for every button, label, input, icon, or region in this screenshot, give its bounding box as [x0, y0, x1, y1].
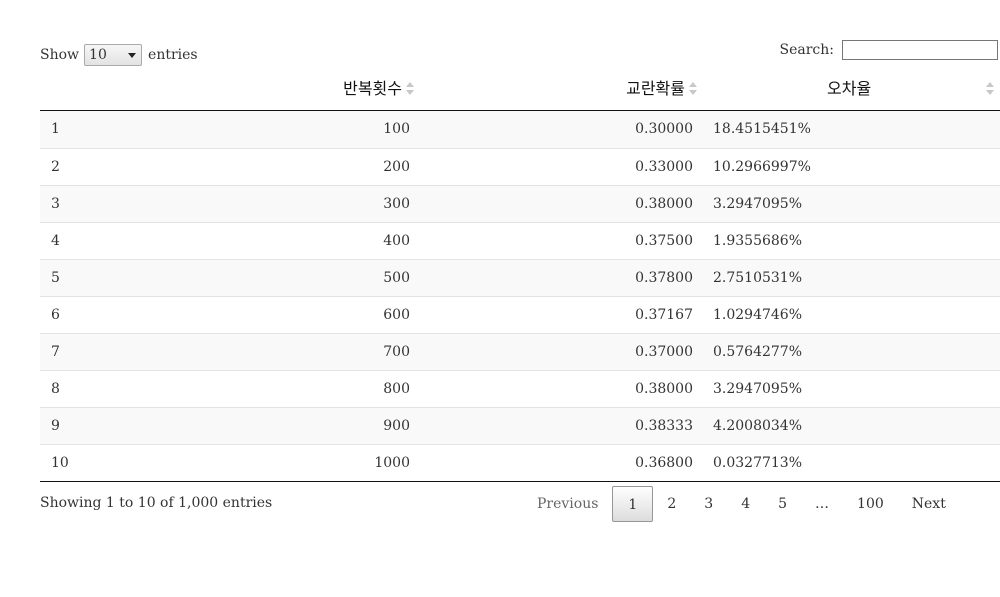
table-row: 5 500 0.37800 2.7510531%: [40, 259, 1000, 296]
cell-probability: 0.37167: [635, 307, 693, 323]
pagination-ellipsis: …: [815, 496, 830, 512]
cell-probability: 0.38000: [635, 196, 693, 212]
table-row: 9 900 0.38333 4.2008034%: [40, 407, 1000, 444]
entries-label: entries: [148, 47, 198, 63]
table-row: 7 700 0.37000 0.5764277%: [40, 333, 1000, 370]
cell-error-rate: 3.2947095%: [713, 381, 803, 397]
cell-probability: 0.37800: [635, 270, 693, 286]
cell-iterations: 300: [383, 196, 410, 212]
pagination: Previous 1 2 3 4 5 … 100 Next: [522, 485, 960, 523]
column-header-label: 반복횟수: [343, 79, 402, 98]
page-button-4[interactable]: 4: [741, 496, 751, 512]
cell-index: 4: [51, 233, 60, 249]
column-header-index[interactable]: [40, 70, 80, 110]
cell-index: 5: [51, 270, 60, 286]
cell-index: 6: [51, 307, 60, 323]
cell-error-rate: 2.7510531%: [713, 270, 803, 286]
cell-probability: 0.37000: [635, 344, 693, 360]
page-length-value: 10: [89, 47, 107, 63]
table-row: 6 600 0.37167 1.0294746%: [40, 296, 1000, 333]
table-header: 반복횟수 교란확률 오차율: [40, 70, 1000, 111]
cell-iterations: 100: [383, 121, 410, 137]
cell-iterations: 600: [383, 307, 410, 323]
column-header-label: 교란확률: [626, 79, 685, 98]
sort-icon: [406, 82, 414, 98]
column-header-iterations[interactable]: 반복횟수: [343, 70, 402, 110]
cell-index: 10: [51, 455, 69, 471]
cell-error-rate: 0.5764277%: [713, 344, 803, 360]
sort-icon: [986, 82, 994, 98]
table-row: 3 300 0.38000 3.2947095%: [40, 185, 1000, 222]
cell-error-rate: 1.0294746%: [713, 307, 803, 323]
cell-index: 2: [51, 159, 60, 175]
search-control: Search:: [779, 40, 998, 60]
cell-iterations: 700: [383, 344, 410, 360]
cell-iterations: 400: [383, 233, 410, 249]
column-header-label: 오차율: [827, 79, 872, 98]
cell-error-rate: 18.4515451%: [713, 121, 811, 137]
search-label: Search:: [779, 42, 835, 58]
sort-icon: [689, 82, 697, 98]
table-row: 10 1000 0.36800 0.0327713%: [40, 444, 1000, 481]
page-length-select[interactable]: 10: [84, 44, 143, 66]
cell-error-rate: 1.9355686%: [713, 233, 803, 249]
cell-iterations: 800: [383, 381, 410, 397]
search-input[interactable]: [842, 40, 998, 60]
table-body: 1 100 0.30000 18.4515451% 2 200 0.33000 …: [40, 111, 1000, 481]
cell-index: 9: [51, 418, 60, 434]
chevron-down-icon: [128, 53, 137, 58]
cell-probability: 0.37500: [635, 233, 693, 249]
cell-error-rate: 10.2966997%: [713, 159, 811, 175]
page-button-3[interactable]: 3: [704, 496, 714, 512]
table-row: 4 400 0.37500 1.9355686%: [40, 222, 1000, 259]
cell-probability: 0.38333: [635, 418, 693, 434]
page-button-1[interactable]: 1: [612, 486, 654, 522]
cell-probability: 0.36800: [635, 455, 693, 471]
cell-error-rate: 3.2947095%: [713, 196, 803, 212]
table-row: 2 200 0.33000 10.2966997%: [40, 148, 1000, 185]
cell-index: 8: [51, 381, 60, 397]
cell-index: 7: [51, 344, 60, 360]
table-controls: Show 10 entries Search:: [40, 40, 998, 67]
table-row: 1 100 0.30000 18.4515451%: [40, 111, 1000, 148]
cell-iterations: 1000: [374, 455, 410, 471]
table-row: 8 800 0.38000 3.2947095%: [40, 370, 1000, 407]
table-info: Showing 1 to 10 of 1,000 entries: [40, 495, 273, 511]
cell-index: 1: [51, 121, 60, 137]
page-button-2[interactable]: 2: [667, 496, 677, 512]
previous-page-button[interactable]: Previous: [537, 496, 599, 512]
cell-index: 3: [51, 196, 60, 212]
cell-iterations: 200: [383, 159, 410, 175]
cell-probability: 0.38000: [635, 381, 693, 397]
show-label: Show: [40, 47, 80, 63]
cell-iterations: 900: [383, 418, 410, 434]
cell-iterations: 500: [383, 270, 410, 286]
page-length-control: Show 10 entries: [40, 43, 198, 67]
cell-error-rate: 0.0327713%: [713, 455, 803, 471]
cell-probability: 0.30000: [635, 121, 693, 137]
column-header-disturbance-probability[interactable]: 교란확률: [626, 70, 685, 110]
cell-error-rate: 4.2008034%: [713, 418, 803, 434]
next-page-button[interactable]: Next: [911, 496, 946, 512]
page-button-5[interactable]: 5: [778, 496, 788, 512]
table-bottom-border: [40, 481, 1000, 482]
cell-probability: 0.33000: [635, 159, 693, 175]
data-table: 반복횟수 교란확률 오차율 1 100 0.30000 18.4515451% …: [40, 70, 1000, 482]
page-button-last[interactable]: 100: [857, 496, 884, 512]
column-header-error-rate[interactable]: 오차율: [827, 70, 871, 110]
